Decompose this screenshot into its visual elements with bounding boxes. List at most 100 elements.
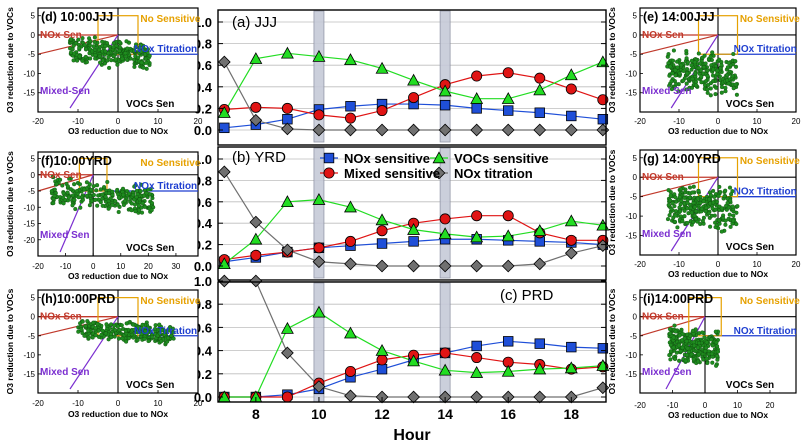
data-point	[503, 336, 514, 347]
scatter-point	[674, 350, 679, 355]
scatter-point	[701, 65, 706, 70]
scatter-point	[124, 339, 129, 344]
y-tick-label: -5	[28, 187, 36, 196]
scatter-point	[79, 327, 84, 332]
nox-sen-label: NOx Sen	[642, 30, 684, 41]
data-point	[344, 53, 357, 65]
scatter-point	[116, 209, 121, 215]
scatter-point	[86, 328, 91, 333]
scatter-point	[705, 90, 710, 95]
scatter-point	[716, 193, 721, 199]
scatter-point	[95, 203, 100, 208]
vocs-sen-label: VOCs Sen	[126, 243, 174, 254]
scatter-point	[667, 327, 673, 332]
no-sensitive-label: No Sensitive	[140, 158, 200, 169]
scatter-point	[690, 328, 696, 333]
y-tick-label: 5	[31, 155, 36, 164]
scatter-point	[667, 353, 672, 358]
scatter-title: (i)14:00PRD	[643, 292, 713, 306]
scatter-point	[673, 213, 678, 218]
data-point	[312, 380, 326, 393]
scatter-point	[139, 182, 144, 187]
y-tick-label: 1.0	[194, 274, 212, 289]
scatter-panel-6	[639, 289, 797, 394]
scatter-point	[701, 357, 706, 362]
data-point	[217, 274, 231, 288]
scatter-point	[710, 73, 716, 78]
scatter-point	[727, 185, 733, 190]
data-point	[564, 68, 578, 81]
data-point	[438, 363, 452, 376]
scatter-point	[157, 331, 162, 336]
scatter-point	[668, 331, 673, 336]
scatter-point	[711, 200, 716, 205]
nox-sen-label: NOx Sen	[642, 172, 684, 183]
scatter-point	[727, 212, 732, 217]
scatter-point	[108, 196, 113, 201]
scatter-point	[112, 323, 117, 328]
scatter-point	[142, 336, 147, 341]
scatter-point	[106, 191, 111, 196]
y-tick-label: 0.0	[194, 123, 212, 138]
legend-label-vocs-sensitive: VOCs sensitive	[454, 151, 549, 166]
scatter-point	[125, 46, 130, 51]
scatter-point	[668, 64, 673, 69]
scatter-point	[91, 192, 96, 198]
y-tick-label: 0.4	[194, 80, 213, 95]
nox-sen-diagonal	[639, 176, 719, 198]
scatter-point	[120, 56, 125, 61]
scatter-point	[705, 68, 710, 73]
plot-frame	[217, 9, 607, 146]
scatter-point	[137, 197, 142, 202]
scatter-point	[84, 193, 90, 198]
scatter-point	[731, 51, 736, 57]
data-point	[407, 354, 421, 367]
scatter-point	[711, 188, 716, 193]
scatter-point	[105, 58, 110, 63]
scatter-point	[52, 193, 57, 199]
scatter-point	[76, 195, 81, 200]
x-tick-label: 8	[252, 406, 260, 422]
scatter-point	[695, 345, 701, 350]
data-point	[533, 224, 547, 236]
scatter-point	[139, 49, 144, 54]
scatter-point	[147, 192, 152, 197]
x-tick-label: 20	[194, 117, 203, 126]
scatter-point	[715, 349, 720, 354]
scatter-point	[672, 204, 677, 209]
x-tick-label: 12	[374, 406, 390, 422]
data-point	[533, 390, 547, 404]
scatter-point	[74, 189, 79, 194]
y-tick-label: 0	[633, 31, 638, 40]
scatter-point	[665, 217, 671, 222]
scatter-point	[680, 345, 685, 350]
y-tick-label: 5	[633, 154, 638, 163]
legend-marker	[323, 152, 335, 164]
scatter-point	[691, 357, 696, 362]
data-point	[281, 102, 293, 114]
scatter-point	[694, 83, 699, 88]
scatter-point	[58, 177, 63, 182]
scatter-point	[72, 182, 77, 187]
scatter-point	[702, 335, 707, 340]
scatter-point	[80, 319, 85, 324]
scatter-point	[93, 197, 98, 202]
scatter-point	[76, 329, 81, 334]
x-tick-label: -10	[673, 117, 685, 126]
scatter-point	[88, 56, 93, 61]
no-sensitive-box	[697, 15, 739, 55]
scatter-point	[143, 329, 148, 334]
scatter-point	[667, 73, 672, 78]
scatter-point	[670, 58, 676, 63]
scatter-point	[670, 201, 675, 206]
x-tick-label: -10	[72, 399, 84, 408]
scatter-point	[66, 195, 71, 200]
scatter-point	[82, 333, 87, 338]
legend-label-nox-sensitive: NOx sensitive	[344, 151, 430, 166]
no-sensitive-label: No Sensitive	[740, 296, 800, 307]
data-point	[533, 83, 547, 96]
x-tick-label: -10	[667, 401, 679, 410]
data-point	[533, 362, 547, 375]
data-point	[375, 123, 389, 137]
y-tick-label: -10	[625, 212, 637, 221]
